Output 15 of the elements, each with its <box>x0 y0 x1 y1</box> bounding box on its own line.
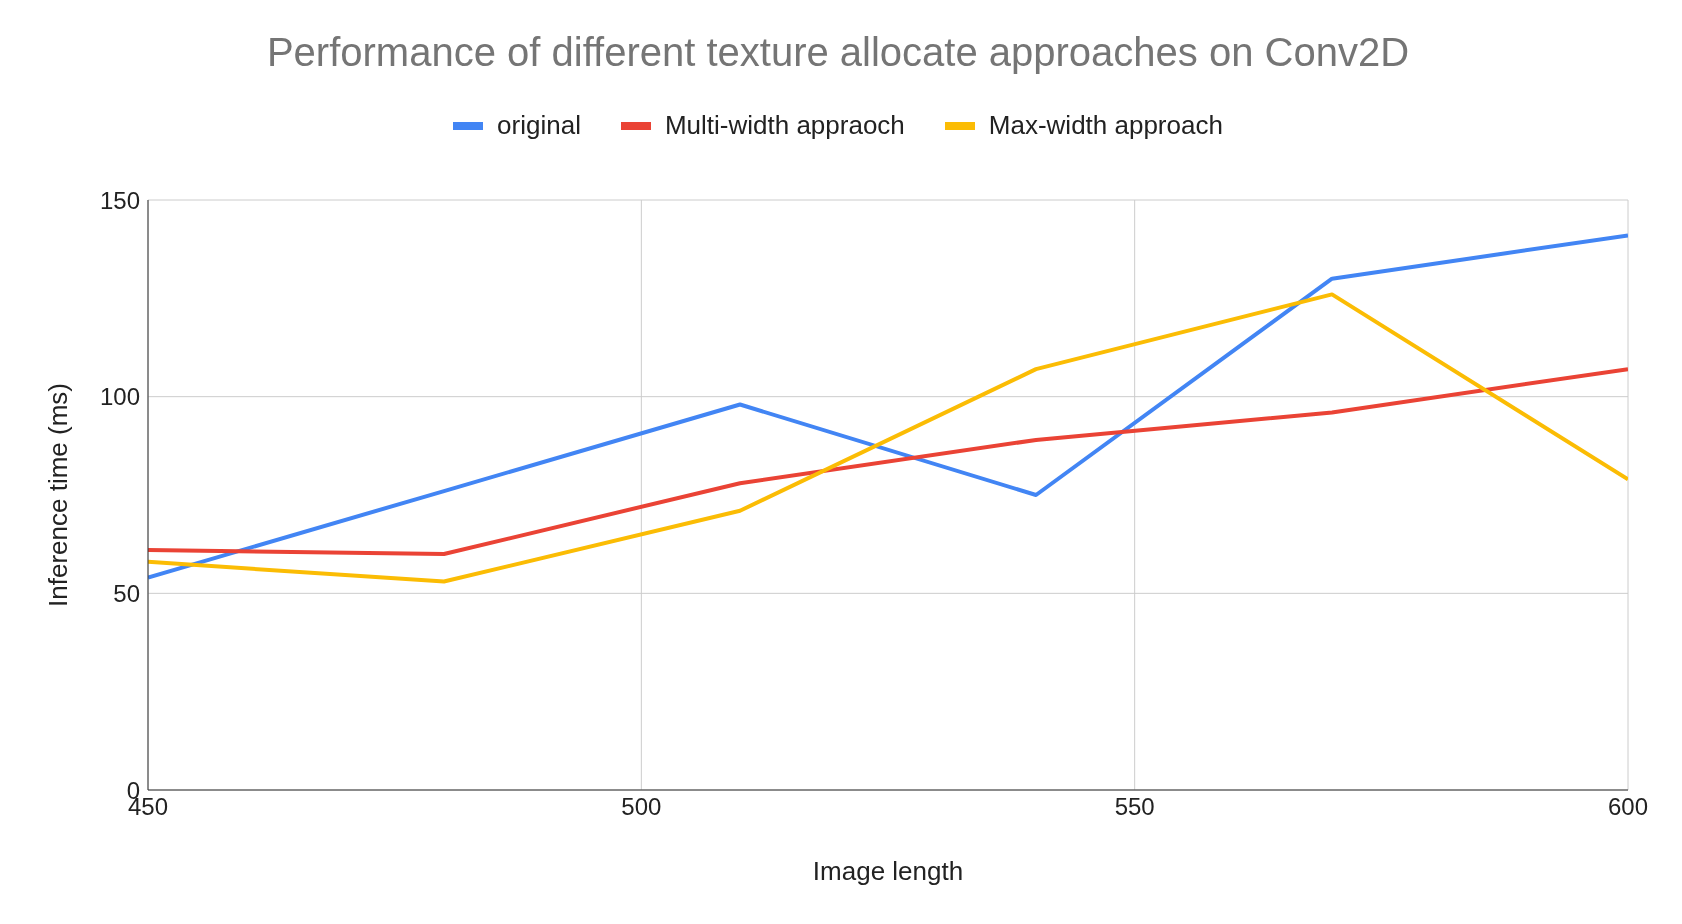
line-series <box>148 233 1628 580</box>
legend-label: Multi-width appraoch <box>664 110 905 141</box>
line-series <box>148 292 1628 584</box>
legend-label: original <box>497 110 581 141</box>
legend-label: Max-width approach <box>988 110 1223 141</box>
x-tick-label: 600 <box>1607 793 1649 821</box>
line-series <box>148 367 1628 556</box>
chart-title: Performance of different texture allocate approaches on Conv2D <box>265 29 1411 76</box>
x-tick-label: 550 <box>1114 793 1155 821</box>
x-tick-label: 500 <box>621 793 662 821</box>
y-tick-label: 100 <box>99 383 140 411</box>
y-tick-label: 150 <box>99 186 140 214</box>
x-axis-title: Image length <box>812 856 964 886</box>
y-axis-title: Inference time (ms) <box>43 383 74 607</box>
y-tick-label: 50 <box>113 579 140 607</box>
